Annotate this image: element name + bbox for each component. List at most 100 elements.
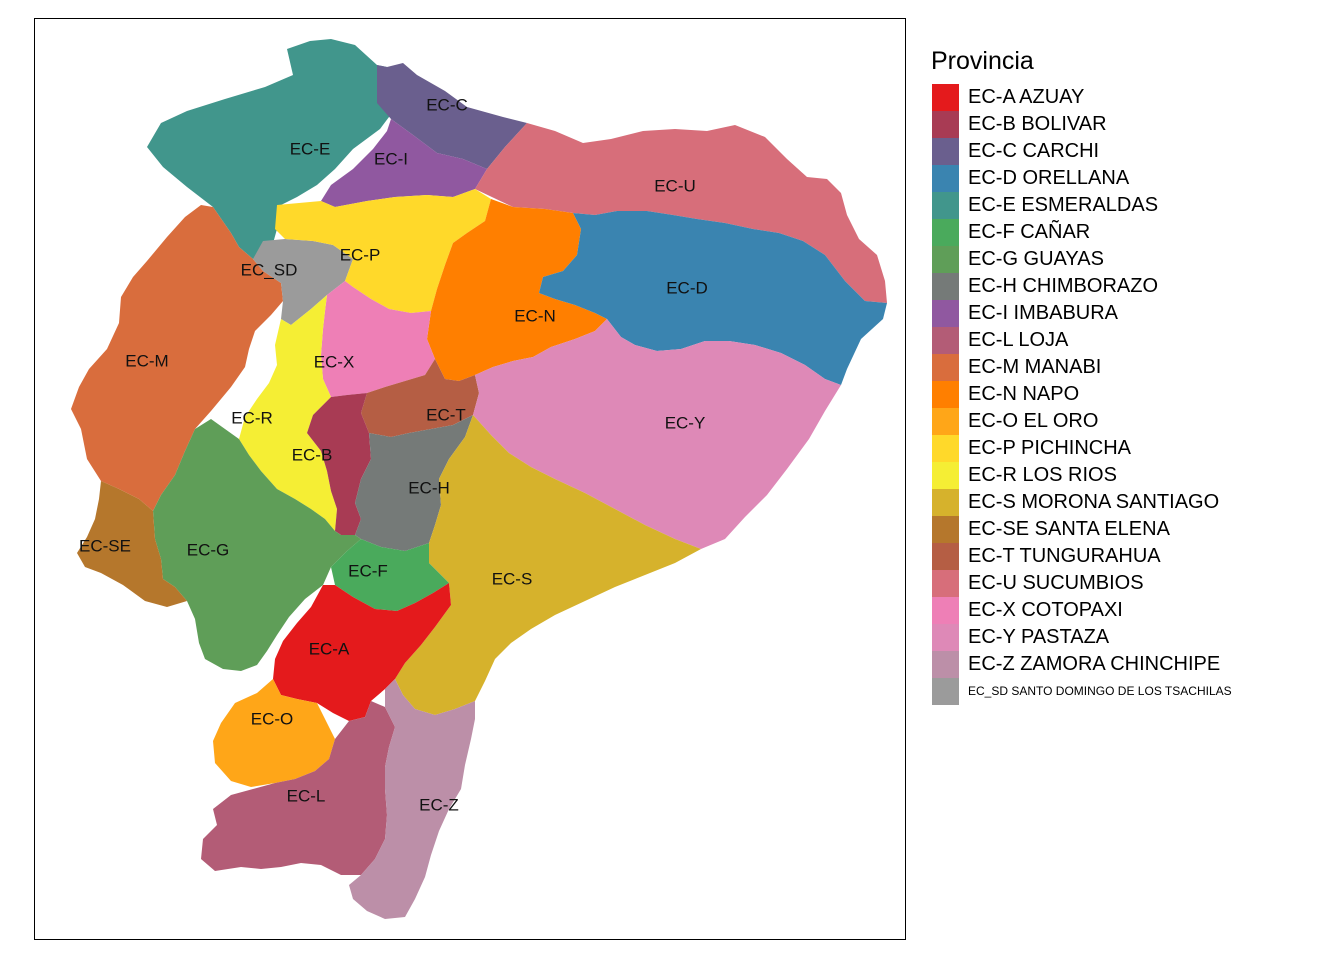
map-label-ec-sd: EC_SD [241, 260, 298, 279]
legend-item: EC-I IMBABURA [931, 300, 1331, 327]
legend-label: EC-C CARCHI [968, 140, 1100, 162]
legend-swatch [932, 651, 959, 678]
legend-label: EC-X COTOPAXI [968, 599, 1123, 621]
region-ec-m[interactable] [71, 205, 283, 511]
legend-swatch [932, 597, 959, 624]
region-ec-l[interactable] [201, 701, 395, 875]
map-label-ec-c: EC-C [426, 95, 468, 114]
legend-swatch [932, 300, 959, 327]
region-ec-z[interactable] [349, 679, 475, 919]
legend-label: EC-U SUCUMBIOS [968, 572, 1144, 594]
region-ec-x[interactable] [321, 281, 435, 397]
legend-swatch [932, 435, 959, 462]
legend-label: EC-SE SANTA ELENA [968, 518, 1170, 540]
legend-swatch [932, 111, 959, 138]
legend-label: EC-B BOLIVAR [968, 113, 1107, 135]
legend-swatch [932, 543, 959, 570]
legend-label: EC-G GUAYAS [968, 248, 1104, 270]
legend-item: EC-D ORELLANA [931, 165, 1331, 192]
legend-swatch [932, 408, 959, 435]
map-label-ec-s: EC-S [492, 569, 533, 588]
map-label-ec-m: EC-M [125, 351, 168, 370]
region-ec-y[interactable] [473, 319, 841, 549]
legend-swatch [932, 381, 959, 408]
legend-item: EC-O EL ORO [931, 408, 1331, 435]
legend-item: EC-SE SANTA ELENA [931, 516, 1331, 543]
region-ec-b[interactable] [307, 393, 371, 535]
legend-swatch [932, 84, 959, 111]
legend-item: EC_SD SANTO DOMINGO DE LOS TSACHILAS [931, 678, 1331, 705]
legend-swatch [932, 354, 959, 381]
region-ec-c[interactable] [377, 63, 527, 169]
legend-swatch [932, 165, 959, 192]
region-ec-g[interactable] [153, 419, 361, 671]
legend-swatch [932, 246, 959, 273]
legend-swatch [932, 489, 959, 516]
map-label-ec-a: EC-A [309, 639, 350, 658]
legend-label: EC-O EL ORO [968, 410, 1099, 432]
legend-swatch [932, 273, 959, 300]
legend-item: EC-S MORONA SANTIAGO [931, 489, 1331, 516]
legend-swatch [932, 327, 959, 354]
region-ec-e[interactable] [147, 39, 395, 259]
region-ec-n[interactable] [427, 199, 607, 381]
legend-label: EC-F CAÑAR [968, 221, 1091, 243]
map-label-ec-se: EC-SE [79, 536, 131, 555]
legend-label: EC-I IMBABURA [968, 302, 1119, 324]
region-ec-s[interactable] [395, 415, 701, 715]
region-ec-h[interactable] [355, 415, 473, 551]
map-label-ec-h: EC-H [408, 478, 450, 497]
legend-item: EC-X COTOPAXI [931, 597, 1331, 624]
region-ec-i[interactable] [321, 119, 487, 207]
region-ec-u[interactable] [475, 123, 887, 303]
legend-label: EC-H CHIMBORAZO [968, 275, 1158, 297]
legend-swatch [932, 516, 959, 543]
map-label-ec-y: EC-Y [665, 413, 706, 432]
legend-label: EC-P PICHINCHA [968, 437, 1131, 459]
map-label-ec-e: EC-E [290, 139, 331, 158]
legend-swatch [932, 678, 959, 705]
legend-item: EC-M MANABI [931, 354, 1331, 381]
legend-label: EC-R LOS RIOS [968, 464, 1117, 486]
map-label-ec-u: EC-U [654, 176, 696, 195]
map-label-ec-z: EC-Z [419, 795, 459, 814]
legend-label: EC-T TUNGURAHUA [968, 545, 1161, 567]
map-label-ec-p: EC-P [340, 245, 381, 264]
legend-label: EC-S MORONA SANTIAGO [968, 491, 1220, 513]
legend-item: EC-E ESMERALDAS [931, 192, 1331, 219]
map-label-ec-t: EC-T [426, 405, 466, 424]
map-label-ec-b: EC-B [292, 445, 333, 464]
legend-title: Provincia [931, 47, 1034, 75]
legend-items: EC-A AZUAY EC-B BOLIVAR EC-C CARCHI EC-D OR… [931, 84, 1331, 705]
region-ec-d[interactable] [539, 211, 887, 385]
legend-swatch [932, 570, 959, 597]
region-ec-o[interactable] [213, 679, 335, 787]
legend-item: EC-Z ZAMORA CHINCHIPE [931, 651, 1331, 678]
legend-label: EC-M MANABI [968, 356, 1102, 378]
map-label-ec-o: EC-O [251, 709, 294, 728]
region-ec-a[interactable] [273, 583, 451, 721]
legend-item: EC-N NAPO [931, 381, 1331, 408]
legend-swatch [932, 624, 959, 651]
region-ec-f[interactable] [331, 539, 449, 611]
map-label-ec-r: EC-R [231, 408, 273, 427]
legend-swatch [932, 138, 959, 165]
legend-item: EC-P PICHINCHA [931, 435, 1331, 462]
map-label-ec-f: EC-F [348, 561, 388, 580]
map-label-ec-x: EC-X [314, 352, 355, 371]
region-ec-p[interactable] [275, 189, 491, 313]
legend-item: EC-A AZUAY [931, 84, 1331, 111]
legend-label: EC-E ESMERALDAS [968, 194, 1159, 216]
legend-item: EC-Y PASTAZA [931, 624, 1331, 651]
region-ec-r[interactable] [239, 295, 337, 531]
region-ec-se[interactable] [77, 481, 187, 607]
legend-label: EC_SD SANTO DOMINGO DE LOS TSACHILAS [968, 684, 1232, 698]
map-label-ec-n: EC-N [514, 306, 556, 325]
legend-label: EC-Y PASTAZA [968, 626, 1110, 648]
legend-item: EC-G GUAYAS [931, 246, 1331, 273]
legend-label: EC-Z ZAMORA CHINCHIPE [968, 653, 1221, 675]
region-ec-sd[interactable] [253, 239, 353, 325]
region-ec-t[interactable] [361, 359, 479, 437]
map-label-ec-i: EC-I [374, 149, 408, 168]
legend-label: EC-A AZUAY [968, 86, 1085, 108]
